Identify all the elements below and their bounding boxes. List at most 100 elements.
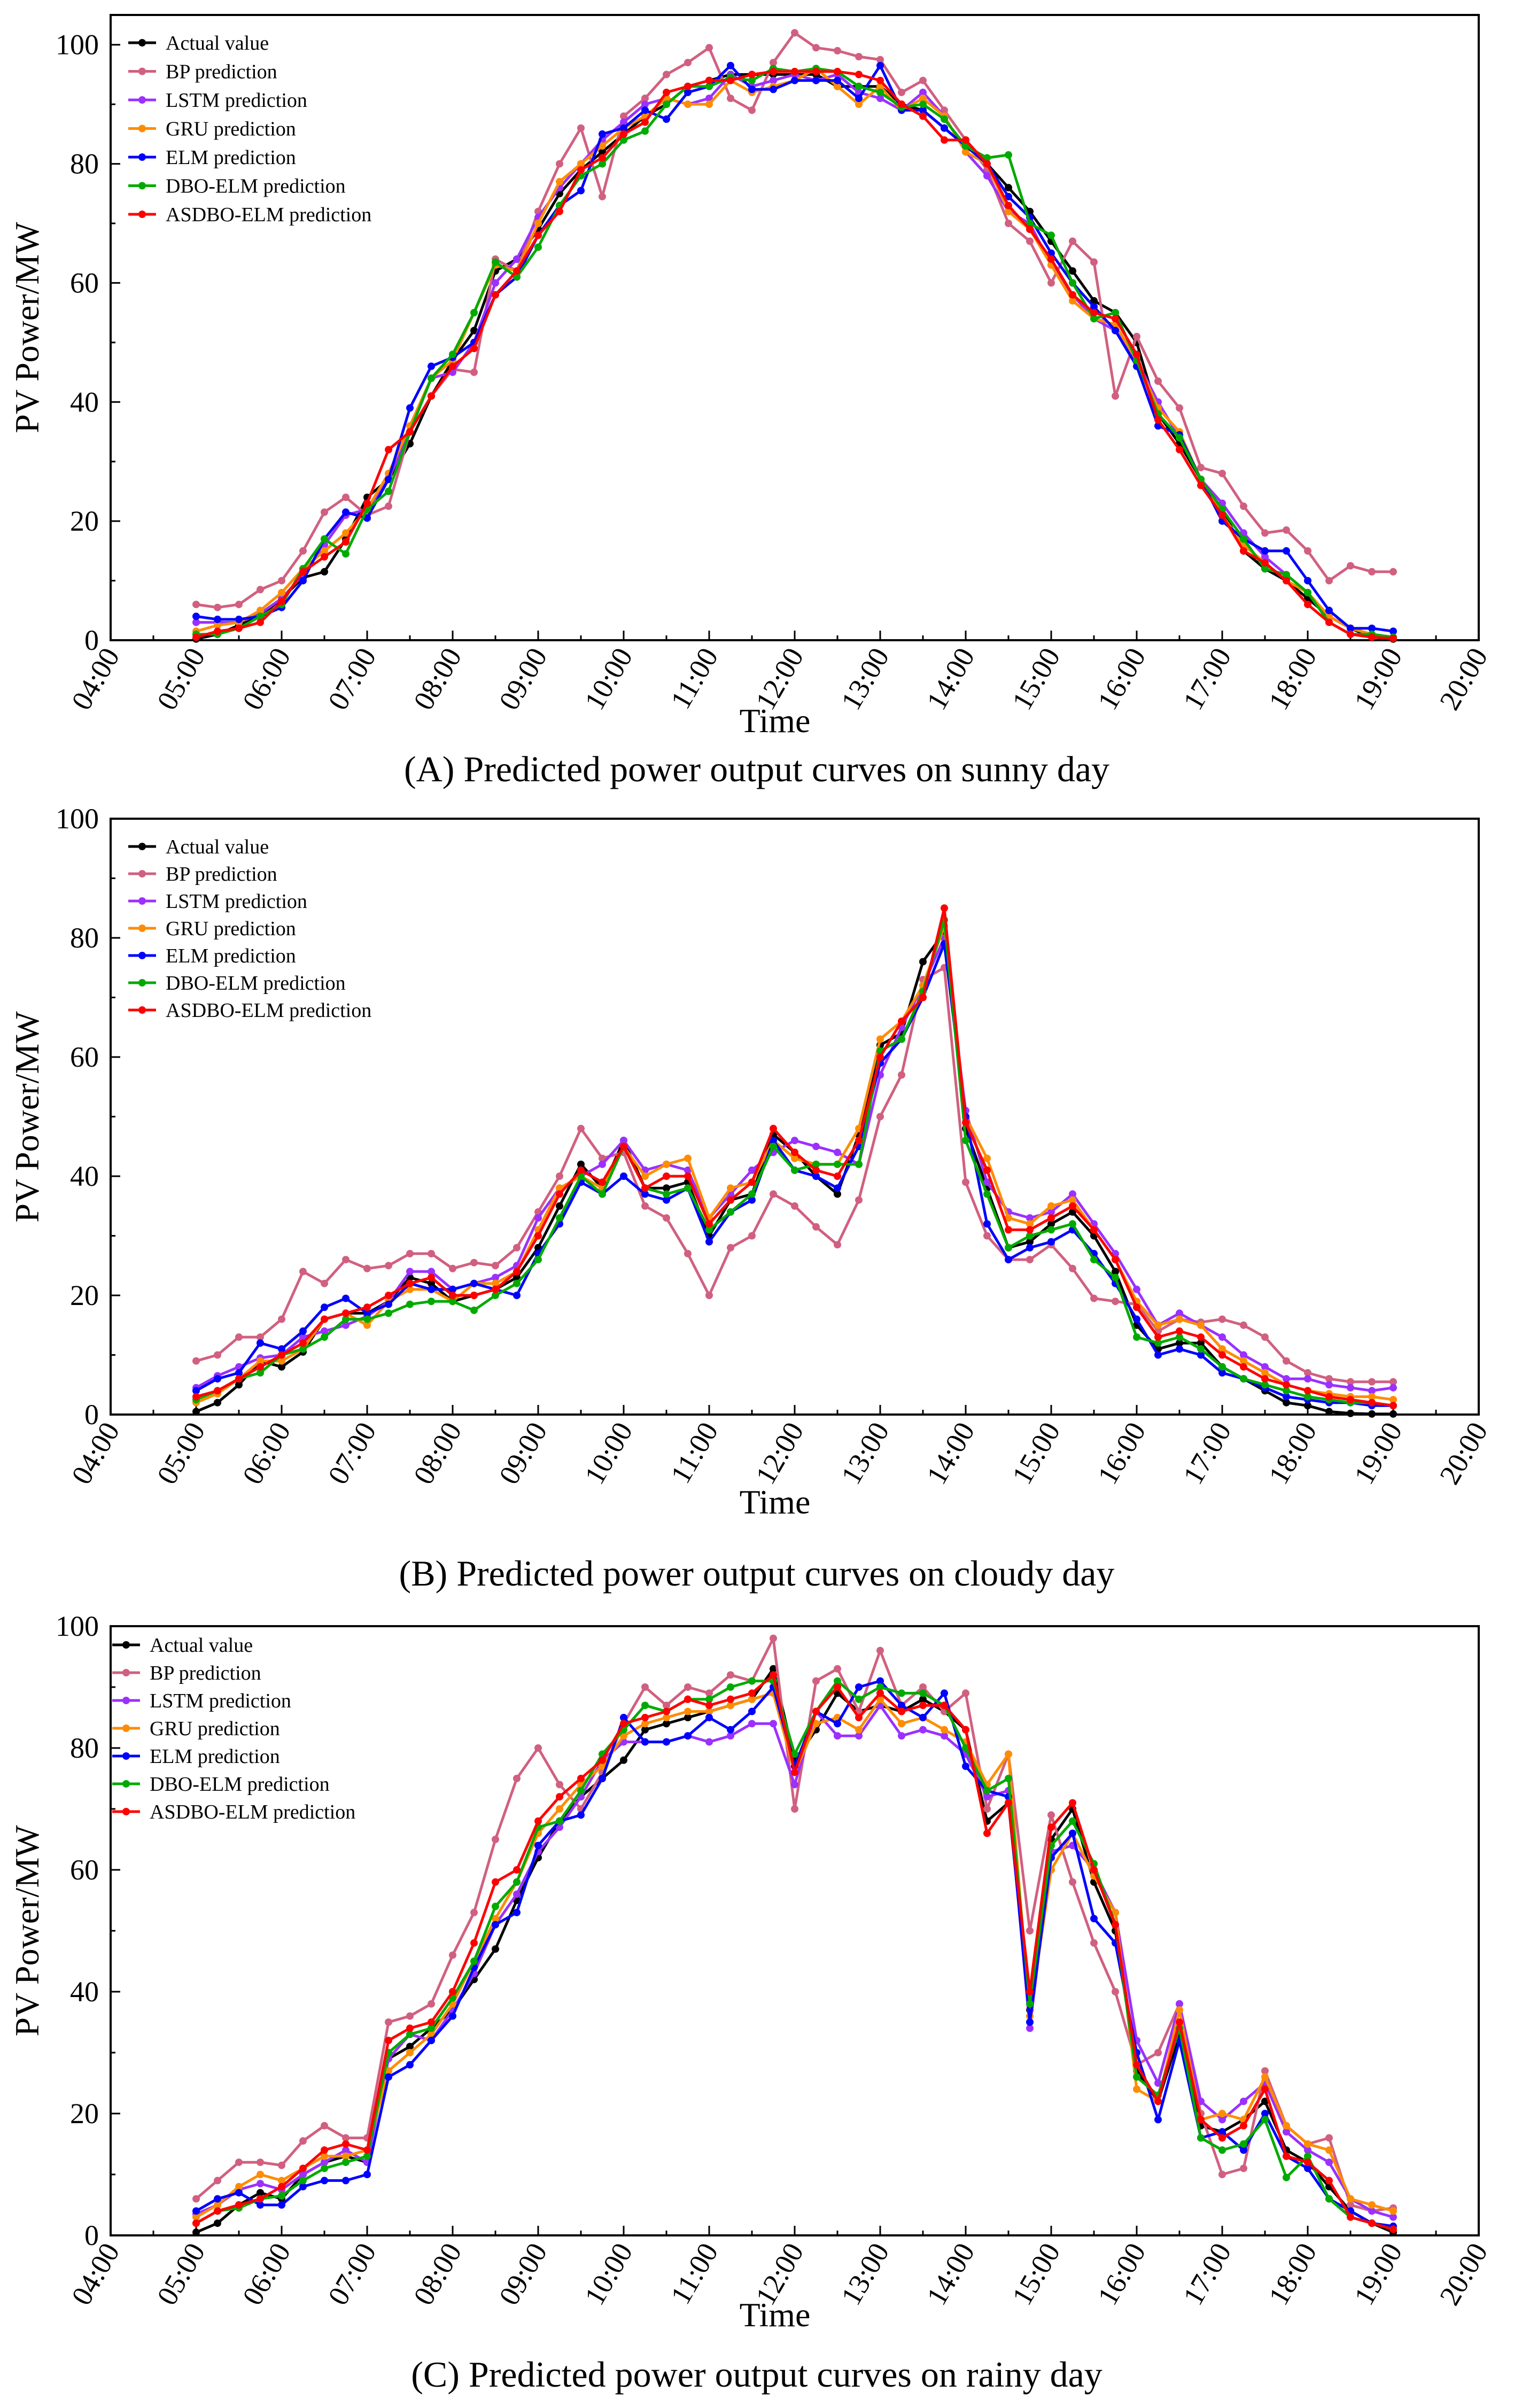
data-point bbox=[834, 76, 841, 84]
data-point bbox=[492, 291, 499, 299]
data-point bbox=[449, 1298, 456, 1306]
y-tick-label: 0 bbox=[84, 1399, 99, 1431]
data-point bbox=[705, 82, 713, 90]
data-point bbox=[855, 1160, 863, 1168]
data-point bbox=[1240, 1375, 1247, 1383]
data-point bbox=[898, 1702, 905, 1710]
data-point bbox=[705, 1695, 713, 1703]
data-point bbox=[727, 1208, 734, 1216]
data-point bbox=[1047, 1238, 1055, 1246]
data-point bbox=[1176, 2018, 1183, 2026]
data-point bbox=[919, 76, 927, 84]
data-point bbox=[1325, 2195, 1333, 2203]
data-point bbox=[705, 1707, 713, 1715]
data-point bbox=[599, 1762, 606, 1770]
data-point bbox=[470, 1908, 478, 1916]
data-point bbox=[599, 154, 606, 162]
data-point bbox=[235, 2189, 243, 2197]
data-point bbox=[727, 1671, 734, 1679]
y-tick-label: 20 bbox=[70, 505, 99, 537]
data-point bbox=[620, 1172, 627, 1180]
data-point bbox=[599, 1775, 606, 1782]
data-point bbox=[342, 1294, 350, 1302]
x-tick-label: 11:00 bbox=[664, 1417, 724, 1489]
data-point bbox=[791, 67, 798, 75]
data-point bbox=[620, 124, 627, 132]
data-point bbox=[513, 1878, 521, 1886]
data-point bbox=[1026, 1988, 1034, 1995]
data-point bbox=[1283, 577, 1290, 585]
data-point bbox=[1368, 1393, 1376, 1401]
data-point bbox=[898, 1017, 905, 1026]
data-point bbox=[1112, 315, 1119, 323]
data-point bbox=[705, 1238, 713, 1246]
data-point bbox=[1197, 1351, 1205, 1359]
data-point bbox=[599, 1178, 606, 1186]
legend-label: ASDBO-ELM prediction bbox=[166, 999, 371, 1022]
data-point bbox=[299, 2171, 307, 2178]
data-point bbox=[1261, 2073, 1269, 2081]
data-point bbox=[1176, 1339, 1183, 1347]
data-point bbox=[192, 2195, 200, 2203]
data-point bbox=[1026, 237, 1034, 245]
series-line bbox=[196, 64, 1394, 633]
data-point bbox=[663, 1720, 670, 1728]
data-point bbox=[684, 88, 692, 96]
data-point bbox=[1069, 1220, 1076, 1228]
data-point bbox=[898, 100, 905, 108]
data-point bbox=[962, 1118, 969, 1127]
data-point bbox=[321, 2164, 328, 2172]
data-point bbox=[299, 1345, 307, 1353]
data-point bbox=[1325, 2134, 1333, 2142]
y-tick-label: 100 bbox=[56, 29, 99, 61]
data-point bbox=[513, 255, 521, 263]
data-point bbox=[1197, 1333, 1205, 1341]
data-point bbox=[1197, 2116, 1205, 2124]
series-lstm-prediction bbox=[192, 71, 1397, 641]
series-dbo-elm-prediction bbox=[192, 65, 1397, 641]
data-point bbox=[898, 1732, 905, 1740]
data-point bbox=[1026, 1238, 1034, 1246]
data-point bbox=[513, 1292, 521, 1299]
data-point bbox=[898, 1720, 905, 1728]
data-point bbox=[1112, 1273, 1119, 1281]
data-point bbox=[791, 29, 798, 37]
data-point bbox=[1325, 2158, 1333, 2166]
data-point bbox=[492, 1915, 499, 1923]
data-point bbox=[727, 1196, 734, 1204]
data-point bbox=[192, 1408, 200, 1416]
data-point bbox=[235, 1369, 243, 1377]
data-point bbox=[834, 1148, 841, 1156]
data-point bbox=[556, 1823, 563, 1831]
data-point bbox=[342, 550, 350, 558]
x-tick-label: 15:00 bbox=[1006, 2238, 1066, 2311]
data-point bbox=[983, 172, 991, 180]
data-point bbox=[1154, 2116, 1162, 2124]
data-point bbox=[599, 1756, 606, 1764]
data-point bbox=[1090, 315, 1098, 323]
data-point bbox=[834, 1190, 841, 1198]
legend-item: ELM prediction bbox=[128, 146, 296, 169]
data-point bbox=[834, 1172, 841, 1180]
series-line bbox=[196, 67, 1394, 639]
x-tick-label: 06:00 bbox=[236, 1417, 297, 1490]
data-point bbox=[663, 1190, 670, 1198]
data-point bbox=[641, 106, 649, 114]
data-point bbox=[385, 2018, 392, 2026]
data-point bbox=[663, 1196, 670, 1204]
data-point bbox=[748, 1196, 756, 1204]
series-line bbox=[196, 73, 1394, 641]
data-point bbox=[791, 1805, 798, 1813]
data-point bbox=[1389, 634, 1397, 642]
data-point bbox=[1176, 1333, 1183, 1341]
data-point bbox=[278, 1357, 285, 1365]
data-point bbox=[342, 2152, 350, 2160]
x-tick-label: 08:00 bbox=[407, 1417, 468, 1490]
series-actual-value bbox=[192, 71, 1397, 643]
legend-marker bbox=[138, 952, 146, 959]
data-point bbox=[791, 1202, 798, 1210]
data-point bbox=[1218, 2134, 1226, 2142]
data-point bbox=[299, 2137, 307, 2145]
data-point bbox=[1389, 2213, 1397, 2221]
data-point bbox=[791, 1154, 798, 1162]
